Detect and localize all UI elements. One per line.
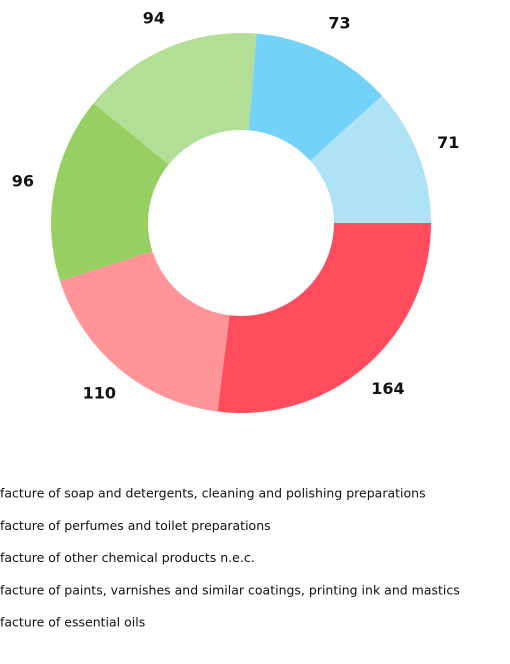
value-label: 96 xyxy=(12,171,34,190)
slice xyxy=(93,33,257,165)
slice xyxy=(310,95,431,223)
value-label: 94 xyxy=(143,8,165,27)
legend-label: facture of other chemical products n.e.c… xyxy=(0,550,255,565)
value-label: 110 xyxy=(83,383,116,402)
legend-label: facture of soap and detergents, cleaning… xyxy=(0,486,426,501)
slice xyxy=(217,223,431,414)
legend-label: facture of perfumes and toilet preparati… xyxy=(0,518,271,533)
slice xyxy=(248,33,383,161)
slice xyxy=(50,103,169,281)
value-label: 71 xyxy=(437,133,459,152)
value-label: 73 xyxy=(328,14,350,33)
legend-label: facture of essential oils xyxy=(0,615,145,630)
slice xyxy=(60,251,230,412)
value-label: 164 xyxy=(371,379,404,398)
legend-label: facture of paints, varnishes and similar… xyxy=(0,582,460,597)
